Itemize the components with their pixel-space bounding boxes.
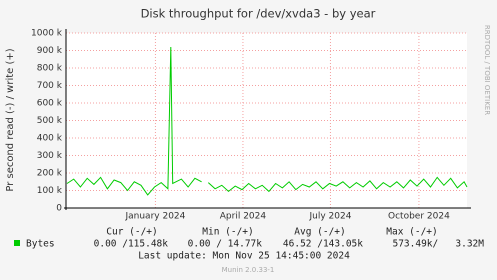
legend-swatch (14, 240, 20, 246)
chart-title: Disk throughput for /dev/xvda3 - by year (141, 7, 376, 21)
y-tick-label: 500 k (37, 116, 63, 126)
x-tick-label: January 2024 (124, 212, 185, 222)
footer: Munin 2.0.33-1 (222, 266, 275, 274)
legend-header: Avg (-/+) (294, 227, 345, 238)
legend-header: Max (-/+) (386, 227, 437, 238)
y-tick-label: 400 k (37, 134, 63, 144)
series-line (66, 46, 468, 196)
y-tick-label: 300 k (37, 151, 63, 161)
legend-stat: 0.00 / 14.77k (188, 239, 263, 250)
last-update: Last update: Mon Nov 25 14:45:00 2024 (138, 251, 350, 262)
legend-label: Bytes (26, 239, 55, 250)
legend-header: Min (-/+) (202, 227, 253, 238)
x-tick-label: July 2024 (308, 212, 351, 222)
y-tick-label: 600 k (37, 99, 63, 109)
y-tick-label: 0 (56, 204, 62, 214)
y-tick-label: 100 k (37, 186, 63, 196)
y-axis-label: Pr second read (-) / write (+) (5, 48, 16, 191)
y-tick-label: 900 k (37, 46, 63, 56)
legend-stat: 46.52 /143.05k (283, 239, 363, 250)
y-tick-label: 800 k (37, 64, 63, 74)
watermark: RRDTOOL / TOBI OETIKER (483, 25, 491, 115)
legend-stat: 573.49k/ 3.32M (392, 239, 484, 250)
y-tick-label: 700 k (37, 81, 63, 91)
y-tick-label: 1000 k (31, 29, 63, 39)
legend-stat: 0.00 /115.48k (94, 239, 169, 250)
y-tick-label: 200 k (37, 169, 63, 179)
x-tick-label: April 2024 (220, 212, 267, 222)
legend-header: Cur (-/+) (106, 227, 157, 238)
x-tick-label: October 2024 (388, 212, 450, 222)
